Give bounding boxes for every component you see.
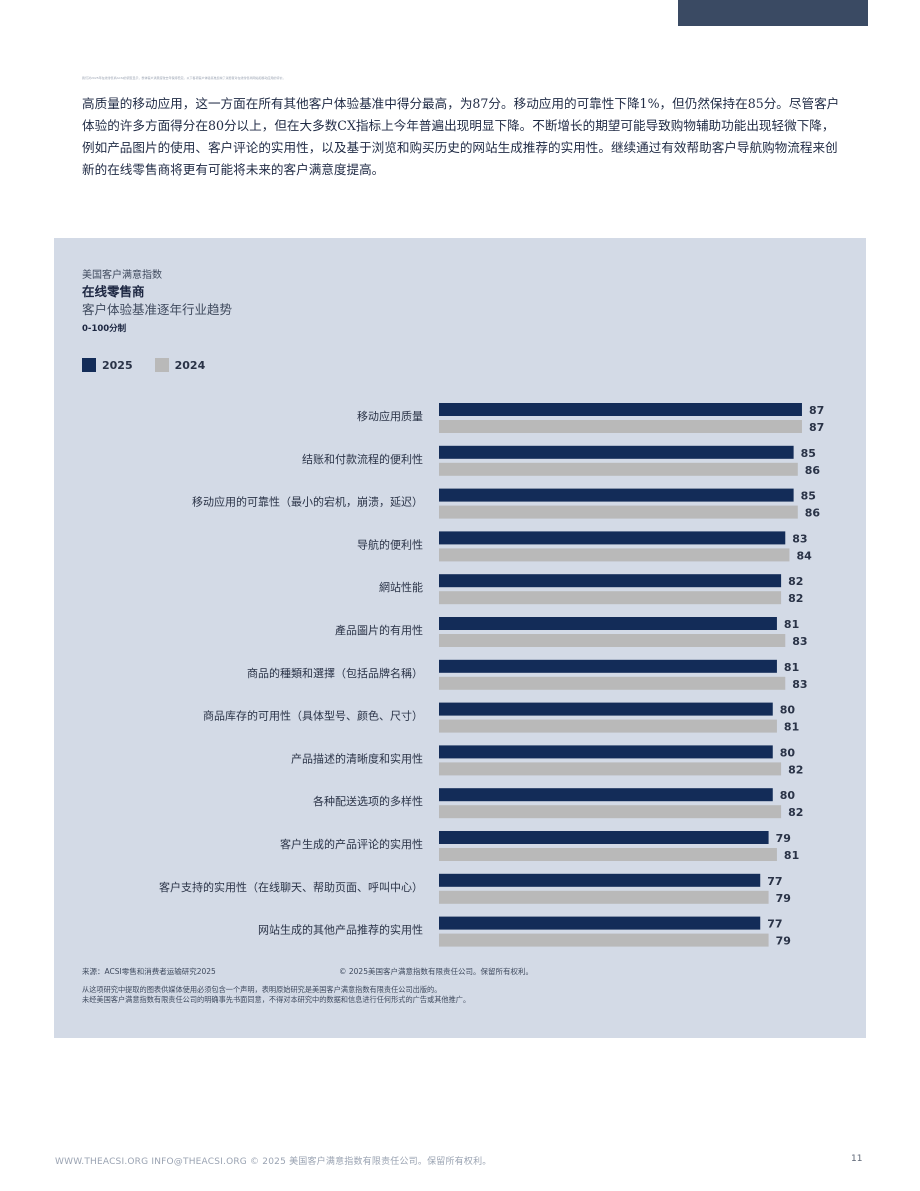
value-label-2024: 82 xyxy=(788,806,803,819)
category-label: 产品描述的清晰度和实用性 xyxy=(291,751,423,765)
bar-2025 xyxy=(439,788,773,802)
legend-swatch-2024 xyxy=(154,358,169,372)
bar-2024 xyxy=(439,676,786,690)
category-label: 商品库存的可用性（具体型号、颜色、尺寸） xyxy=(203,709,423,723)
value-label-2025: 87 xyxy=(809,404,824,417)
chart-legend: 2025 2024 xyxy=(82,358,205,372)
value-label-2024: 79 xyxy=(776,935,791,948)
bar-chart: 移动应用质量 87 87 结账和付款流程的便利性 85 86 移动应用的可靠性（最小的宕机，… xyxy=(159,403,824,948)
bar-2024 xyxy=(439,762,782,776)
usage-notice: 从这项研究中提取的图表供媒体使用必须包含一个声明，表明原始研究是美国客户满意指数… xyxy=(82,985,470,1005)
value-label-2024: 82 xyxy=(788,592,803,605)
value-label-2025: 83 xyxy=(792,532,807,545)
bar-2025 xyxy=(439,916,761,930)
bar-2025 xyxy=(439,831,769,844)
header-tab xyxy=(678,0,868,26)
legend-label-2024: 2024 xyxy=(174,358,206,372)
value-label-2024: 81 xyxy=(784,849,799,862)
value-label-2024: 83 xyxy=(792,635,807,648)
bar-2025 xyxy=(439,574,782,588)
usage-notice-line-1: 从这项研究中提取的图表供媒体使用必须包含一个声明，表明原始研究是美国客户满意指数… xyxy=(82,985,442,994)
category-label: 客户生成的产品评论的实用性 xyxy=(280,837,423,851)
chart-unit: 0-100分制 xyxy=(82,324,127,334)
category-label: 移动应用质量 xyxy=(357,409,423,423)
value-label-2025: 80 xyxy=(780,789,796,802)
chart-title: 在线零售商 xyxy=(82,284,145,299)
value-label-2025: 77 xyxy=(767,875,782,888)
value-label-2025: 81 xyxy=(784,661,799,674)
value-label-2025: 80 xyxy=(780,704,796,717)
category-label: 客户支持的实用性（在线聊天、帮助页面、呼叫中心） xyxy=(159,880,423,894)
value-label-2025: 77 xyxy=(767,918,782,931)
bar-2024 xyxy=(439,591,782,605)
bar-2025 xyxy=(439,873,761,887)
category-label: 各种配送选项的多样性 xyxy=(313,794,423,808)
bar-2025 xyxy=(439,617,777,630)
bar-2025 xyxy=(439,531,786,545)
category-label: 导航的便利性 xyxy=(357,537,423,551)
value-label-2024: 81 xyxy=(784,721,799,734)
usage-notice-line-2: 未经美国客户满意指数有限责任公司的明确事先书面同意，不得对本研究中的数据和信息进… xyxy=(82,995,471,1004)
bar-2025 xyxy=(439,488,794,502)
bar-2024 xyxy=(439,634,786,647)
copyright-note: © 2025美国客户满意指数有限责任公司。保留所有权利。 xyxy=(339,967,533,976)
value-label-2024: 87 xyxy=(809,421,824,434)
bar-2024 xyxy=(439,462,798,476)
bar-2024 xyxy=(439,719,777,733)
category-label: 网站生成的其他产品推荐的实用性 xyxy=(258,923,423,937)
bar-2024 xyxy=(439,848,777,861)
bar-2024 xyxy=(439,890,769,904)
legend-swatch-2025 xyxy=(82,358,96,372)
bar-2024 xyxy=(439,805,782,819)
bar-2025 xyxy=(439,659,777,673)
value-label-2024: 82 xyxy=(788,763,803,776)
value-label-2025: 79 xyxy=(776,832,791,845)
category-label: 產品圖片的有用性 xyxy=(335,623,423,637)
bar-2025 xyxy=(439,403,802,416)
value-label-2025: 81 xyxy=(784,618,799,631)
category-label: 網站性能 xyxy=(379,580,423,594)
bar-2024 xyxy=(439,548,790,562)
category-label: 商品的種類和選擇（包括品牌名稱） xyxy=(247,666,423,680)
intro-paragraph: 高质量的移动应用，这一方面在所有其他客户体验基准中得分最高，为87分。移动应用的… xyxy=(82,96,840,177)
legend-item-2025: 2025 xyxy=(82,358,133,372)
chart-subtitle: 客户体验基准逐年行业趋势 xyxy=(82,302,233,317)
value-label-2025: 80 xyxy=(780,746,796,759)
category-label: 结账和付款流程的便利性 xyxy=(302,452,423,466)
chart-panel: 美国客户满意指数 在线零售商 客户体验基准逐年行业趋势 0-100分制 2025… xyxy=(54,238,866,1038)
bar-2024 xyxy=(439,933,769,947)
bar-2025 xyxy=(439,745,773,759)
bar-2025 xyxy=(439,702,773,716)
fine-print-line: 我们对2025年在线零售商ACSI的调查显示，整体客户满意度较去年保持稳定。以下… xyxy=(82,76,286,80)
value-label-2025: 82 xyxy=(788,575,803,588)
legend-item-2024: 2024 xyxy=(154,358,206,372)
chart-super-title: 美国客户满意指数 xyxy=(82,270,162,281)
legend-label-2025: 2025 xyxy=(102,358,133,372)
value-label-2025: 85 xyxy=(801,490,816,503)
page-number: 11 xyxy=(851,1154,863,1164)
value-label-2025: 85 xyxy=(801,447,816,460)
source-note: 来源：ACSI零售和消费者运输研究2025 xyxy=(82,967,216,976)
category-label: 移动应用的可靠性（最小的宕机，崩溃，延迟） xyxy=(192,495,423,509)
value-label-2024: 79 xyxy=(776,892,791,905)
value-label-2024: 83 xyxy=(792,678,807,691)
bar-2024 xyxy=(439,420,802,433)
value-label-2024: 86 xyxy=(805,464,821,477)
bar-2024 xyxy=(439,505,798,519)
footer-text: WWW.THEACSI.ORG INFO@THEACSI.ORG © 2025 … xyxy=(55,1157,492,1167)
value-label-2024: 84 xyxy=(796,549,812,562)
bar-2025 xyxy=(439,445,794,459)
value-label-2024: 86 xyxy=(805,507,821,520)
